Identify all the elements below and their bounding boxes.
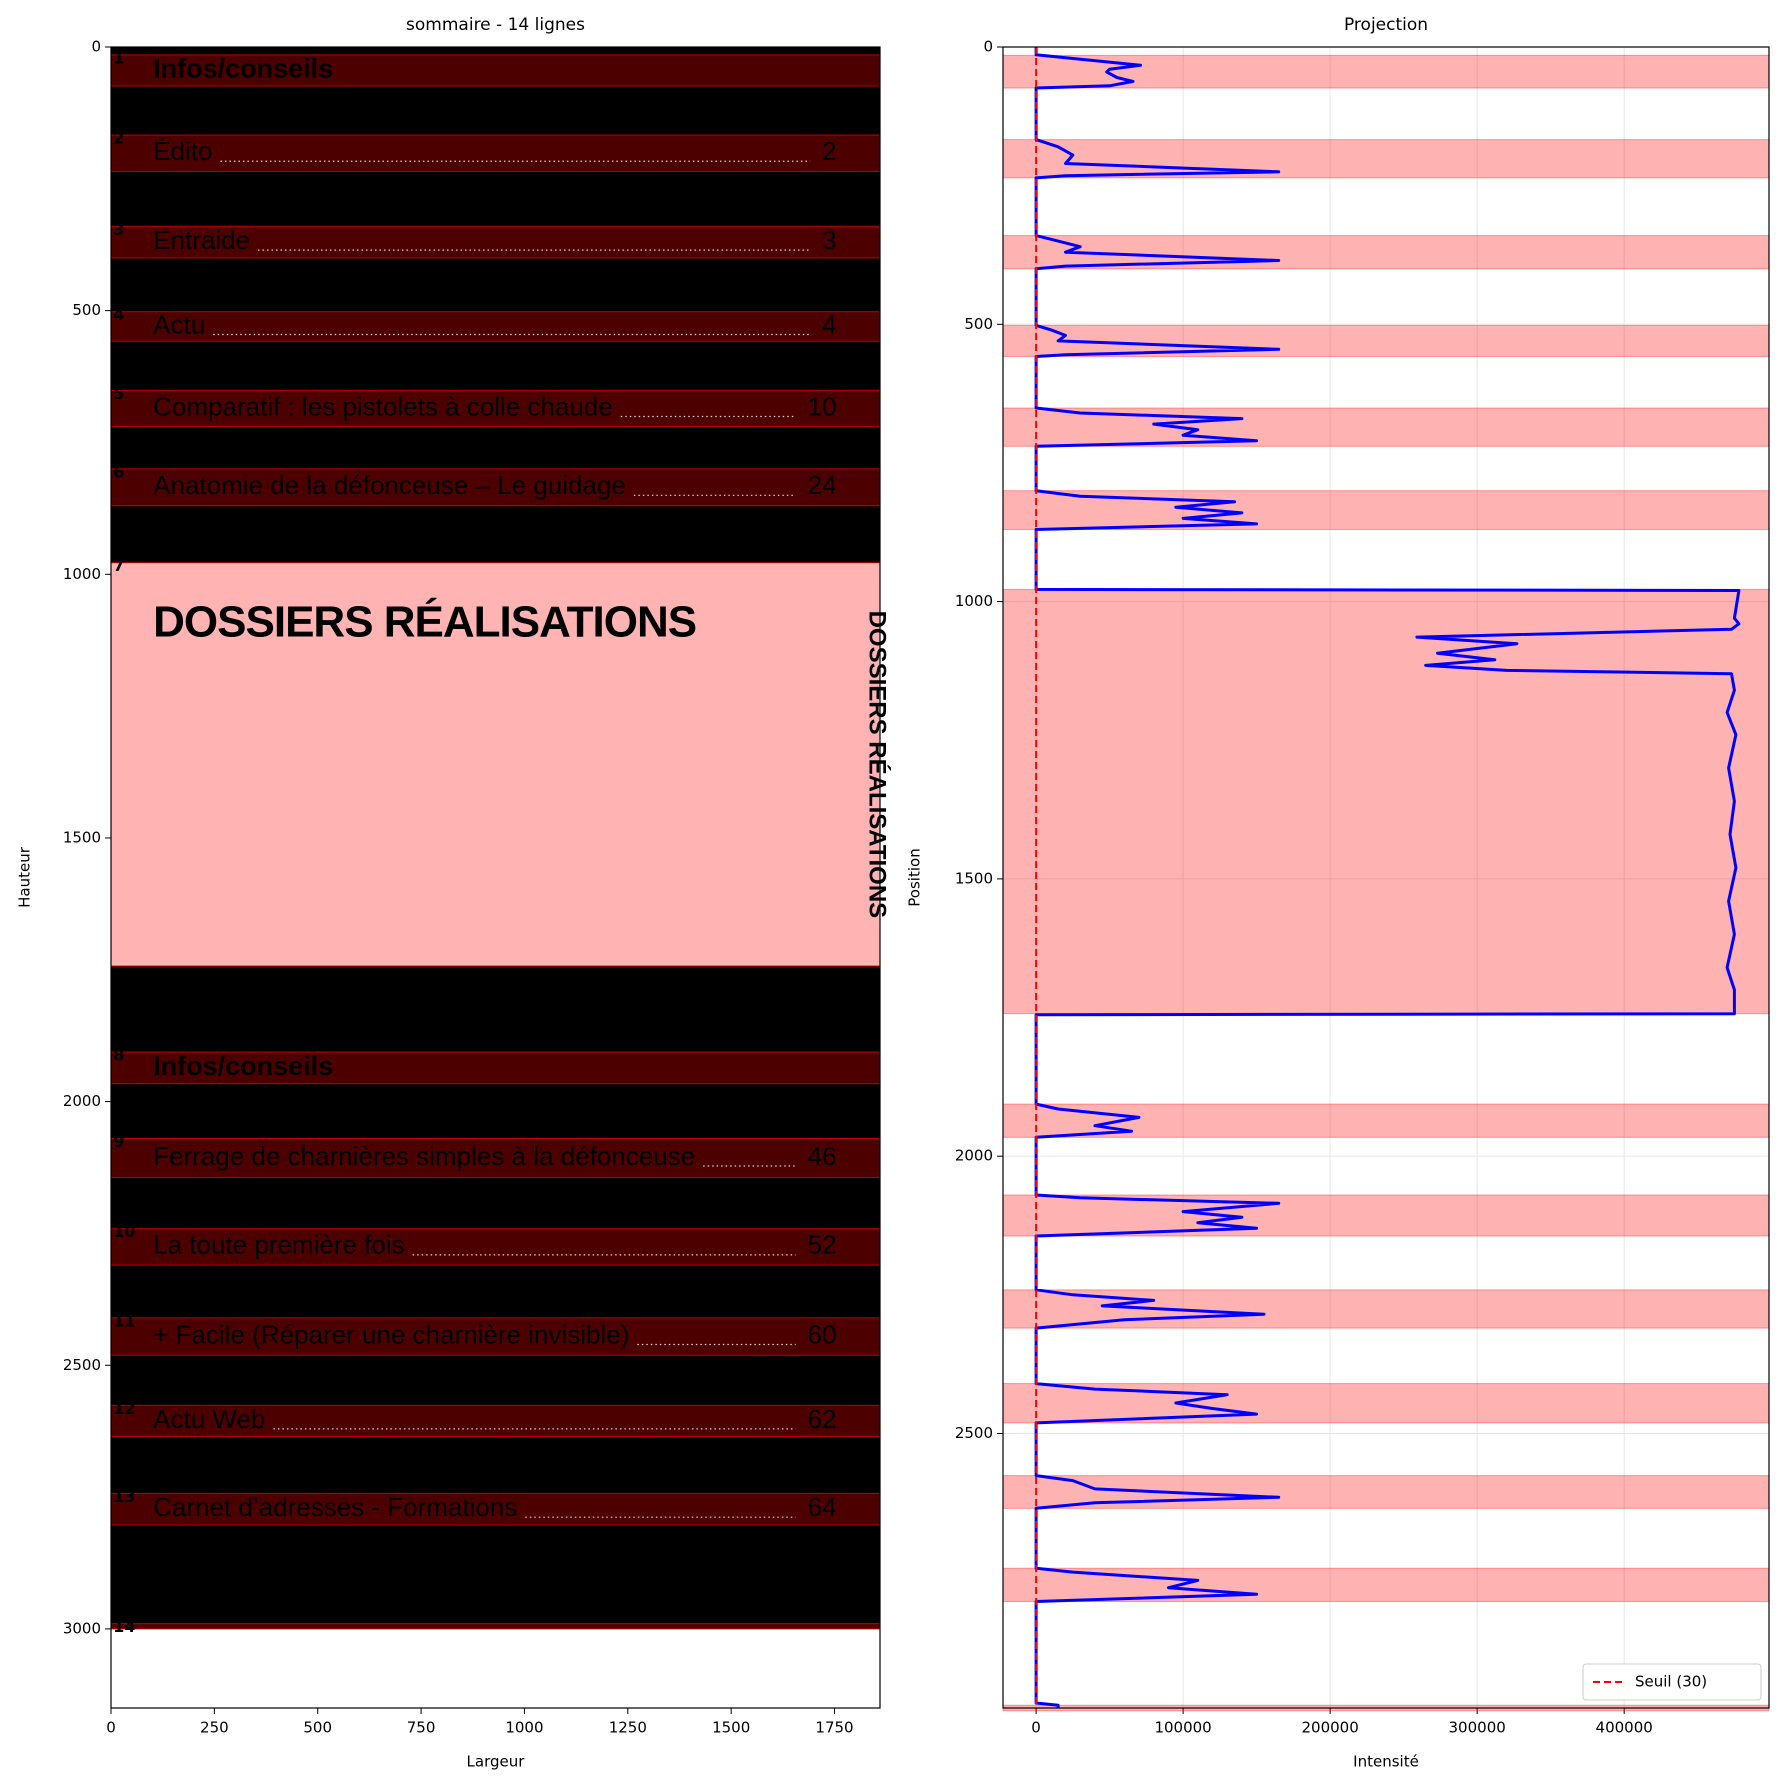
row-number: 1 xyxy=(113,48,124,67)
legend-label: Seuil (30) xyxy=(1635,1673,1707,1691)
row-number: 11 xyxy=(113,1311,135,1330)
y-tick-label: 1000 xyxy=(955,592,993,610)
y-tick-label: 1500 xyxy=(955,869,993,887)
row-text: + Facile (Réparer une charnière invisibl… xyxy=(153,1319,629,1349)
x-tick-label: 0 xyxy=(1031,1719,1041,1737)
y-tick-label: 500 xyxy=(964,315,993,333)
x-tick-label: 1250 xyxy=(609,1719,647,1737)
x-axis-label: Largeur xyxy=(467,1753,526,1771)
page-number: 60 xyxy=(808,1319,837,1349)
chart-title: Projection xyxy=(1344,15,1428,35)
y-tick-label: 1000 xyxy=(63,565,101,583)
region-band xyxy=(1002,588,1770,1015)
y-axis-label: Hauteur xyxy=(16,846,34,908)
region-band xyxy=(1002,1194,1770,1237)
row-band xyxy=(110,1051,881,1085)
page-number: 62 xyxy=(808,1404,837,1434)
row-band xyxy=(110,562,881,967)
y-tick-label: 2500 xyxy=(955,1424,993,1442)
y-tick-label: 500 xyxy=(72,301,101,319)
x-tick-label: 400000 xyxy=(1596,1719,1653,1737)
x-tick-label: 100000 xyxy=(1154,1719,1211,1737)
row-number: 12 xyxy=(113,1399,135,1418)
chart-title: sommaire - 14 lignes xyxy=(406,15,585,35)
row-text: Carnet d’adresses - Formations xyxy=(153,1492,517,1522)
y-tick-label: 0 xyxy=(983,38,993,56)
row-number: 13 xyxy=(113,1487,135,1506)
row-band xyxy=(110,1138,881,1179)
x-tick-label: 750 xyxy=(407,1719,436,1737)
page-number: 52 xyxy=(808,1230,837,1260)
y-tick-label: 2000 xyxy=(955,1147,993,1165)
x-axis-label: Intensité xyxy=(1353,1753,1419,1771)
row-band xyxy=(110,1492,881,1526)
region-band xyxy=(1002,1567,1770,1603)
x-tick-label: 300000 xyxy=(1449,1719,1506,1737)
row-band xyxy=(110,54,881,87)
row-band xyxy=(110,134,881,172)
row-number: 7 xyxy=(113,556,124,575)
row-number: 2 xyxy=(113,129,124,148)
row-band xyxy=(110,468,881,507)
axes-frame xyxy=(110,46,881,1709)
x-tick-label: 200000 xyxy=(1301,1719,1358,1737)
x-tick-label: 0 xyxy=(106,1719,116,1737)
y-axis-label: Position xyxy=(906,848,924,906)
x-tick-label: 1000 xyxy=(505,1719,543,1737)
x-tick-label: 500 xyxy=(303,1719,332,1737)
row-band xyxy=(110,1404,881,1437)
row-text: Actu Web xyxy=(153,1404,265,1434)
y-tick-label: 0 xyxy=(91,38,101,56)
row-text: Édito xyxy=(153,136,212,166)
row-text: La toute première fois xyxy=(153,1230,404,1260)
row-text: Entraide xyxy=(153,225,250,255)
row-text: Ferrage de charnières simples à la défon… xyxy=(153,1141,695,1171)
row-band xyxy=(110,1623,881,1630)
page-number: 4 xyxy=(822,309,836,339)
x-tick-label: 250 xyxy=(200,1719,229,1737)
x-tick-label: 1500 xyxy=(712,1719,750,1737)
row-number: 5 xyxy=(113,384,124,403)
page-number: 3 xyxy=(822,225,836,255)
legend-box xyxy=(1582,1663,1762,1701)
page-number: 2 xyxy=(822,136,836,166)
page-number: 64 xyxy=(808,1492,837,1522)
y-tick-label: 1500 xyxy=(63,828,101,846)
y-tick-label: 3000 xyxy=(63,1619,101,1637)
y-tick-label: 2000 xyxy=(63,1092,101,1110)
row-number: 9 xyxy=(113,1132,124,1151)
row-text: Comparatif : les pistolets à colle chaud… xyxy=(153,391,613,421)
row-number: 6 xyxy=(113,462,124,481)
row-number: 14 xyxy=(113,1617,135,1636)
region-band xyxy=(1002,324,1770,357)
row-text: Infos/conseils xyxy=(153,1051,333,1081)
row-band xyxy=(110,311,881,342)
region-band xyxy=(1002,139,1770,179)
row-text: Anatomie de la défonceuse – Le guidage xyxy=(153,470,626,500)
row-number: 4 xyxy=(113,305,124,324)
side-text: DOSSIERS RÉALISATIONS xyxy=(864,611,892,919)
region-band xyxy=(1002,1289,1770,1329)
x-tick-label: 1750 xyxy=(815,1719,853,1737)
row-band xyxy=(110,1228,881,1266)
page-number: 46 xyxy=(808,1141,837,1171)
axes-frame xyxy=(1002,46,1770,1709)
row-text: Actu xyxy=(153,309,205,339)
section-heading: DOSSIERS RÉALISATIONS xyxy=(153,596,696,646)
page-number: 24 xyxy=(808,470,837,500)
y-tick-label: 2500 xyxy=(63,1356,101,1374)
row-text: Infos/conseils xyxy=(153,54,333,84)
row-number: 3 xyxy=(113,220,124,239)
projection-line xyxy=(1034,47,1741,1708)
page-number: 10 xyxy=(808,391,837,421)
row-band xyxy=(110,1317,881,1356)
row-number: 8 xyxy=(113,1046,124,1065)
row-number: 10 xyxy=(113,1222,135,1241)
